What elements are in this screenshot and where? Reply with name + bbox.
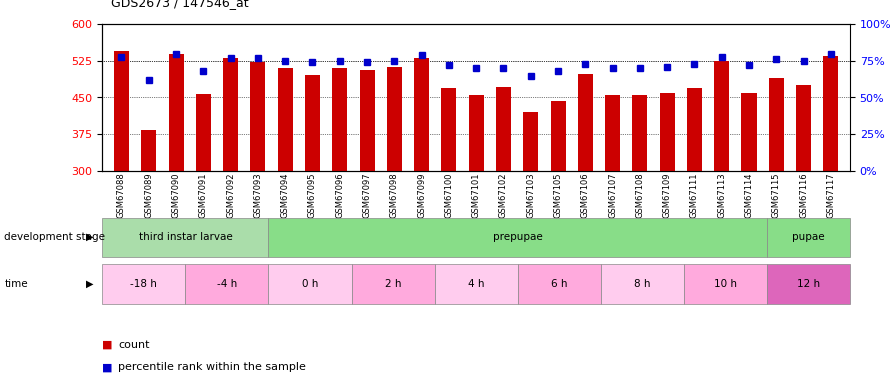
Bar [605,95,620,171]
Text: time: time [4,279,28,289]
Text: ■: ■ [102,340,113,350]
Text: third instar larvae: third instar larvae [139,232,232,242]
Bar [269,264,352,304]
Bar [469,95,483,171]
Bar [102,217,269,257]
Bar [741,93,756,171]
Bar [523,112,538,171]
Text: 8 h: 8 h [634,279,651,289]
Text: ▶: ▶ [86,279,93,289]
Bar [434,264,518,304]
Bar [352,264,434,304]
Text: GDS2673 / 147546_at: GDS2673 / 147546_at [111,0,249,9]
Bar [796,86,811,171]
Bar [714,61,729,171]
Bar [687,88,702,171]
Bar [633,95,647,171]
Text: prepupae: prepupae [493,232,543,242]
Bar [659,93,675,171]
Text: 2 h: 2 h [384,279,401,289]
Bar [684,264,767,304]
Bar [823,56,838,171]
Bar [414,58,429,171]
Bar [269,217,767,257]
Text: ▶: ▶ [86,232,93,242]
Bar [332,68,347,171]
Bar [441,88,457,171]
Bar [387,67,401,171]
Bar [168,54,183,171]
Bar [518,264,601,304]
Bar [250,62,265,171]
Bar [767,217,850,257]
Text: percentile rank within the sample: percentile rank within the sample [118,363,306,372]
Text: 6 h: 6 h [551,279,568,289]
Bar [185,264,269,304]
Bar [360,70,375,171]
Text: 12 h: 12 h [797,279,820,289]
Bar [496,87,511,171]
Bar [601,264,684,304]
Text: pupae: pupae [792,232,825,242]
Bar [769,78,784,171]
Bar [305,75,320,171]
Bar [114,51,129,171]
Bar [551,101,565,171]
Text: ■: ■ [102,363,113,372]
Bar [578,74,593,171]
Text: -4 h: -4 h [217,279,237,289]
Text: development stage: development stage [4,232,105,242]
Bar [223,58,239,171]
Bar [196,94,211,171]
Text: -18 h: -18 h [131,279,158,289]
Text: 0 h: 0 h [302,279,319,289]
Text: 10 h: 10 h [714,279,737,289]
Bar [278,68,293,171]
Text: 4 h: 4 h [468,279,484,289]
Bar [142,130,157,171]
Bar [767,264,850,304]
Text: count: count [118,340,150,350]
Bar [102,264,185,304]
